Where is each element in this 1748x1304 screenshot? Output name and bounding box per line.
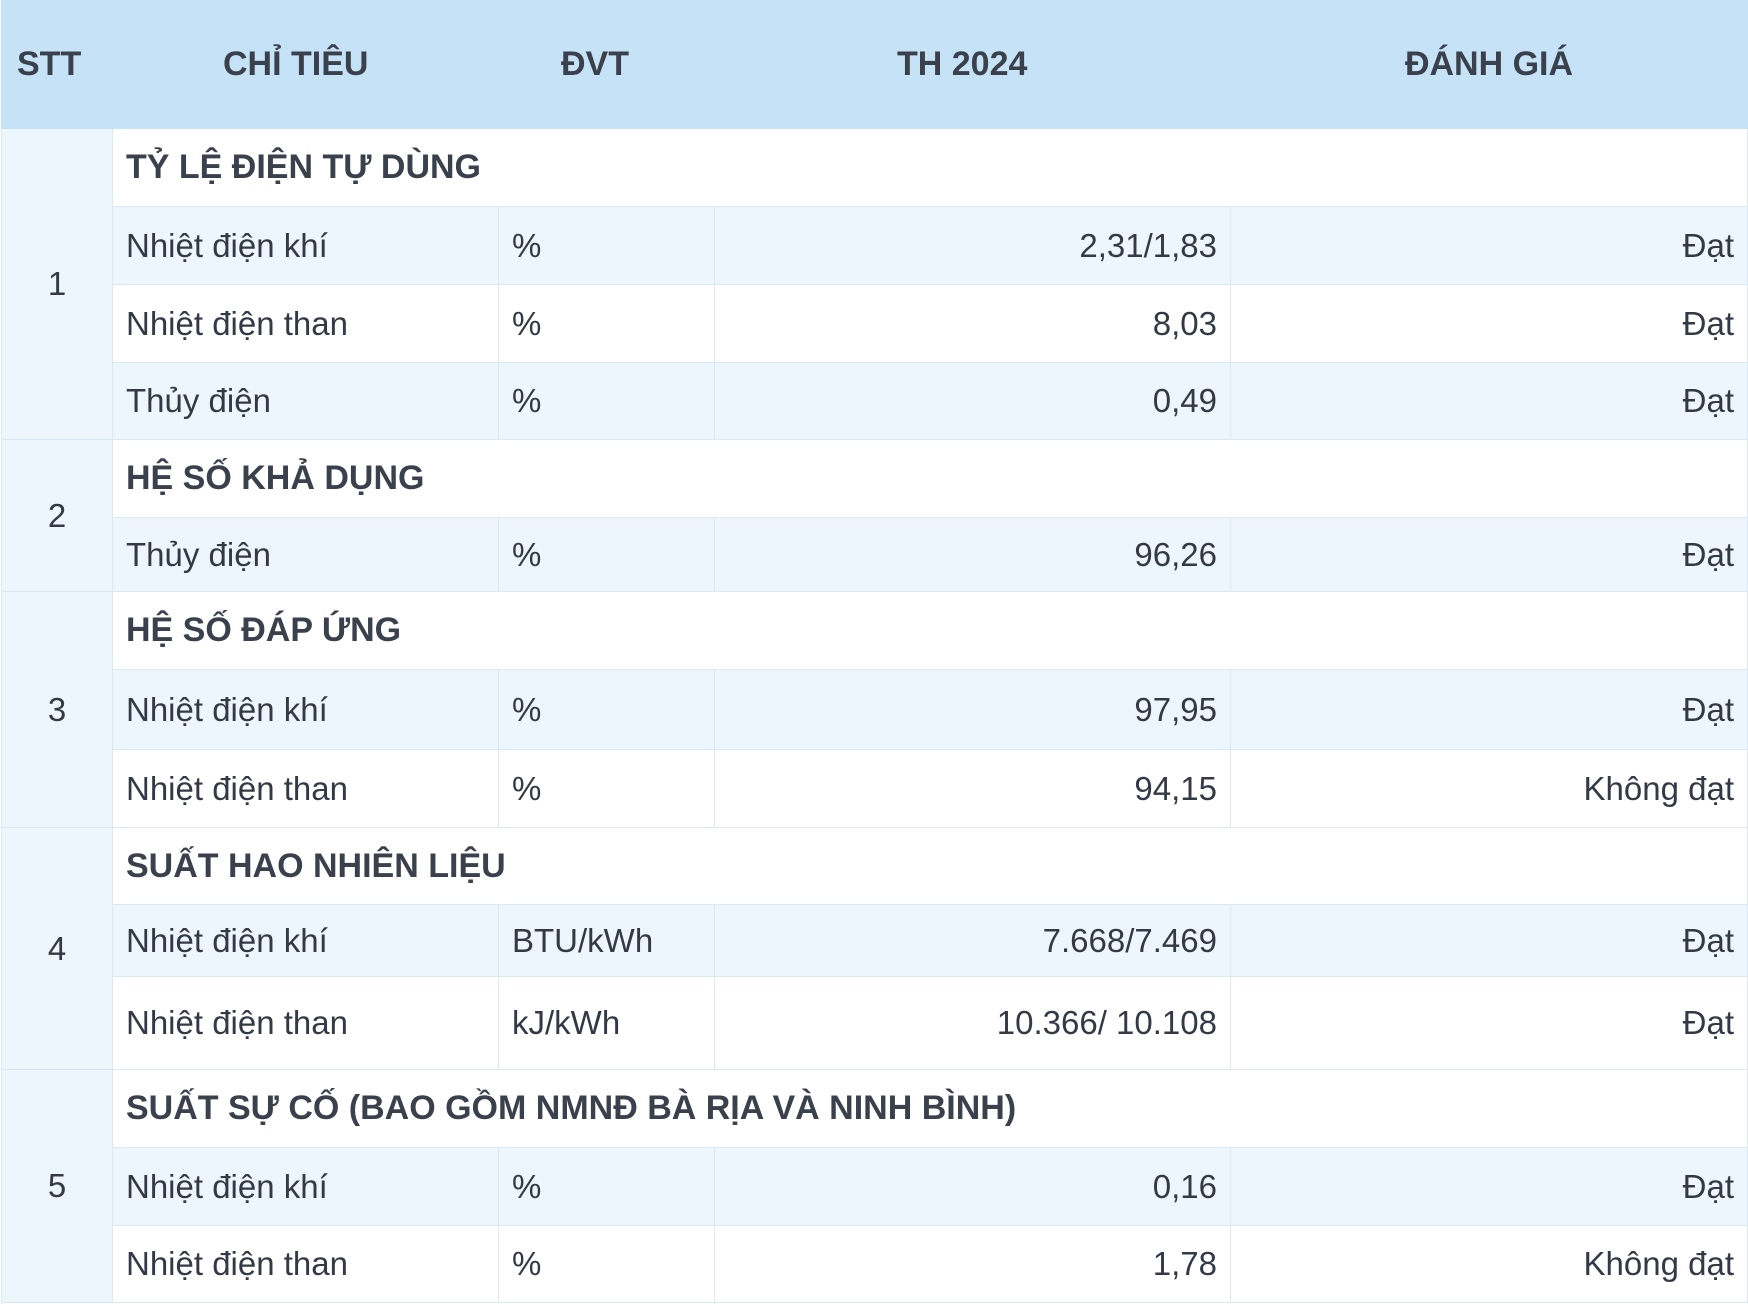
section-title: SUẤT SỰ CỐ (BAO GỒM NMNĐ BÀ RỊA VÀ NINH … [112, 1069, 1748, 1148]
section-row: 3 HỆ SỐ ĐÁP ỨNG [1, 591, 1748, 828]
table-header: STT CHỈ TIÊU ĐVT TH 2024 ĐÁNH GIÁ [1, 0, 1748, 129]
row-value: 94,15 [714, 749, 1231, 828]
table-row: Nhiệt điện than % 94,15 Không đạt [2, 749, 1748, 828]
table-body: 1 TỶ LỆ ĐIỆN TỰ DÙNG Nhiệt điện khí % 2,… [1, 128, 1748, 1303]
header-name: CHỈ TIÊU [112, 0, 499, 129]
row-eval: Đạt [1230, 976, 1748, 1070]
table-row: Thủy điện % 0,49 Đạt [2, 362, 1748, 440]
row-eval: Đạt [1230, 362, 1748, 440]
row-eval: Đạt [1230, 1147, 1748, 1226]
table-row: Nhiệt điện than % 1,78 Không đạt [2, 1225, 1748, 1303]
row-unit: BTU/kWh [498, 904, 715, 977]
row-value: 97,95 [714, 669, 1231, 750]
table-row: Nhiệt điện khí % 2,31/1,83 Đạt [2, 206, 1748, 285]
header-unit: ĐVT [498, 0, 715, 129]
row-name: Nhiệt điện khí [112, 669, 499, 750]
row-value: 1,78 [714, 1225, 1231, 1303]
row-name: Nhiệt điện khí [112, 206, 499, 285]
row-unit: % [498, 1147, 715, 1226]
row-value: 0,16 [714, 1147, 1231, 1226]
row-eval: Đạt [1230, 284, 1748, 363]
row-eval: Đạt [1230, 904, 1748, 977]
table-row: Nhiệt điện than % 8,03 Đạt [2, 284, 1748, 363]
row-value: 96,26 [714, 517, 1231, 592]
header-eval: ĐÁNH GIÁ [1230, 0, 1748, 129]
row-name: Thủy điện [112, 517, 499, 592]
row-unit: kJ/kWh [498, 976, 715, 1070]
row-value: 0,49 [714, 362, 1231, 440]
section-title: HỆ SỐ ĐÁP ỨNG [112, 591, 1748, 670]
row-eval: Đạt [1230, 206, 1748, 285]
section-number: 2 [1, 439, 113, 592]
row-eval: Đạt [1230, 669, 1748, 750]
row-unit: % [498, 749, 715, 828]
row-unit: % [498, 517, 715, 592]
section-row: 1 TỶ LỆ ĐIỆN TỰ DÙNG [1, 128, 1748, 440]
row-value: 2,31/1,83 [714, 206, 1231, 285]
header-stt: STT [1, 0, 113, 129]
section-row: 2 HỆ SỐ KHẢ DỤNG [1, 439, 1748, 592]
row-eval: Không đạt [1230, 749, 1748, 828]
row-unit: % [498, 669, 715, 750]
section-number: 4 [1, 827, 113, 1070]
row-unit: % [498, 362, 715, 440]
row-name: Nhiệt điện than [112, 749, 499, 828]
row-eval: Đạt [1230, 517, 1748, 592]
table-row: Nhiệt điện khí % 0,16 Đạt [2, 1147, 1748, 1226]
row-name: Nhiệt điện than [112, 1225, 499, 1303]
table-row: Nhiệt điện khí BTU/kWh 7.668/7.469 Đạt [2, 904, 1748, 977]
row-value: 8,03 [714, 284, 1231, 363]
row-unit: % [498, 284, 715, 363]
section-number: 1 [1, 128, 113, 440]
row-name: Nhiệt điện khí [112, 1147, 499, 1226]
header-value: TH 2024 [714, 0, 1231, 129]
section-row: 5 SUẤT SỰ CỐ (BAO GỒM NMNĐ BÀ RỊA VÀ NIN… [1, 1069, 1748, 1303]
row-value: 7.668/7.469 [714, 904, 1231, 977]
row-value: 10.366/ 10.108 [714, 976, 1231, 1070]
row-unit: % [498, 1225, 715, 1303]
row-name: Nhiệt điện than [112, 284, 499, 363]
section-number: 5 [1, 1069, 113, 1303]
row-name: Thủy điện [112, 362, 499, 440]
section-number: 3 [1, 591, 113, 828]
table-row: Nhiệt điện khí % 97,95 Đạt [2, 669, 1748, 750]
section-title: HỆ SỐ KHẢ DỤNG [112, 439, 1748, 518]
header-row: STT CHỈ TIÊU ĐVT TH 2024 ĐÁNH GIÁ [1, 0, 1748, 129]
table-row: Thủy điện % 96,26 Đạt [2, 517, 1748, 592]
section-title: TỶ LỆ ĐIỆN TỰ DÙNG [112, 128, 1748, 207]
section-title: SUẤT HAO NHIÊN LIỆU [112, 827, 1748, 905]
section-row: 4 SUẤT HAO NHIÊN LIỆU [1, 827, 1748, 1070]
row-name: Nhiệt điện than [112, 976, 499, 1070]
row-eval: Không đạt [1230, 1225, 1748, 1303]
table-row: Nhiệt điện than kJ/kWh 10.366/ 10.108 Đạ… [2, 976, 1748, 1070]
row-unit: % [498, 206, 715, 285]
row-name: Nhiệt điện khí [112, 904, 499, 977]
